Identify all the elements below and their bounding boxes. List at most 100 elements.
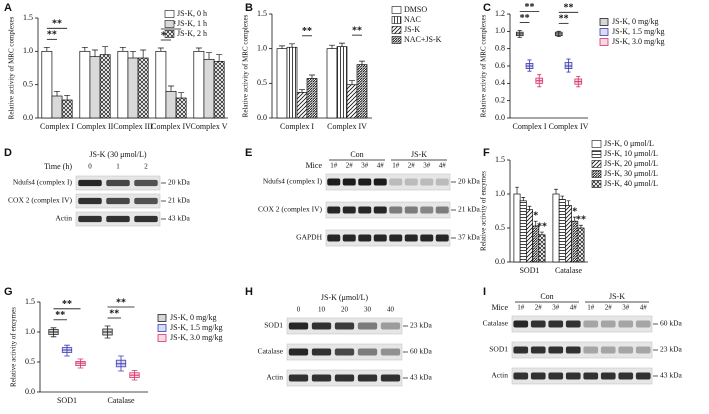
x-tick-label: Complex I [280, 122, 314, 131]
y-tick-label: 0.5 [23, 79, 33, 88]
error-bar [157, 47, 164, 52]
size-label: 43 kDa [410, 373, 433, 382]
significance: ** [116, 297, 126, 308]
error-bar [43, 46, 50, 52]
x-tick-label: Complex II [77, 122, 114, 131]
legend-hatch [592, 170, 601, 178]
protein-label: SOD1 [489, 345, 508, 354]
panel-label: E [245, 147, 252, 159]
significance: ** [352, 25, 362, 36]
lane-label: 2# [605, 304, 613, 312]
band [513, 346, 529, 354]
group-label: JS-K [411, 150, 427, 159]
band [380, 322, 401, 330]
x-tick-label: Complex V [191, 122, 228, 131]
band [334, 348, 355, 356]
panel-label: F [483, 147, 490, 159]
bar [155, 50, 167, 119]
legend-label: JS-K, 0 μmol/L [604, 139, 654, 148]
blot-panel: E Con JS-K Mice 1# 2# 3# 4# 1# 2# 3# 4# Ndufs4 (comp… [245, 147, 481, 247]
band [530, 346, 546, 354]
bar [117, 50, 129, 119]
legend-label: JS-K, 3.0 mg/kg [170, 333, 222, 342]
significance: ** [47, 30, 57, 41]
legend-label: JS-K, 30 μmol/L [604, 169, 658, 178]
bar-hatch [176, 98, 187, 118]
bar [326, 48, 338, 119]
error-bar [205, 52, 213, 60]
bar-hatch [538, 234, 546, 262]
error-bar [579, 224, 583, 228]
band [327, 206, 341, 214]
legend-label: DMSO [404, 5, 427, 14]
bar-hatch [577, 228, 585, 262]
band [327, 178, 341, 186]
error-bar [359, 60, 365, 65]
band [334, 374, 355, 382]
error-bar [572, 216, 577, 222]
panel-label: B [245, 2, 253, 14]
legend-label: JS-K, 0 mg/kg [612, 17, 658, 26]
band [635, 320, 651, 328]
legend-label: JS-K, 1.5 mg/kg [612, 27, 664, 36]
legend-label: JS-K, 3.0 mg/kg [612, 37, 664, 46]
error-bar [53, 90, 61, 96]
legend-swatch [157, 314, 167, 322]
bar-hatch [565, 205, 572, 262]
bar [513, 193, 521, 263]
band [530, 372, 546, 380]
error-bar [81, 46, 88, 52]
panel-label: C [483, 2, 491, 14]
y-axis-label: Relative activity of MRC complexes [242, 14, 250, 117]
band [311, 322, 332, 330]
band [342, 234, 356, 242]
band [373, 234, 387, 242]
lane-label: 1# [587, 304, 595, 312]
error-bar [521, 197, 526, 201]
y-tick-label: 0.5 [257, 78, 267, 87]
protein-label: Actin [491, 371, 508, 380]
band [380, 374, 401, 382]
band [380, 348, 401, 356]
band [583, 372, 599, 380]
bar [193, 50, 205, 119]
y-tick-label: 0.2 [495, 95, 505, 104]
size-label: 43 kDa [168, 214, 191, 223]
error-bar [560, 195, 565, 200]
band [358, 178, 372, 186]
band [513, 372, 529, 380]
x-tick-label: Complex IV [549, 122, 589, 131]
blot-title: JS-K (μmol/L) [321, 293, 369, 302]
bar-hatch [138, 58, 149, 118]
band [311, 374, 332, 382]
bar [127, 57, 139, 119]
band [357, 348, 378, 356]
band [404, 206, 418, 214]
error-bar [129, 50, 137, 58]
error-bar [533, 220, 538, 226]
band [357, 322, 378, 330]
error-bar [279, 45, 285, 49]
blot-strip [325, 201, 451, 219]
band [342, 206, 356, 214]
legend-label: JS-K, 1 h [177, 19, 207, 28]
band [618, 346, 634, 354]
lane-title: Time (h) [44, 162, 72, 171]
y-tick-label: 0.8 [495, 43, 505, 52]
error-bar [515, 186, 519, 194]
band [420, 178, 434, 186]
lane-label: 0 [88, 163, 92, 171]
legend-label: JS-K [404, 25, 420, 34]
y-tick-label: 1.0 [23, 46, 33, 55]
chart-panel: A 0.0 0.5 1.0 1.5 Relative activity of MRC co… [4, 2, 228, 131]
band [600, 372, 616, 380]
chart-panel: C 0.0 0.2 0.4 0.6 0.8 1.0 1.2 Relative activity … [480, 2, 665, 131]
size-label: 20 kDa [458, 177, 481, 186]
blot-title: JS-K (30 μmol/L) [89, 150, 147, 159]
error-bar [102, 46, 109, 55]
panel-label: I [483, 286, 486, 298]
y-tick-label: 1.0 [25, 327, 35, 336]
error-bar [540, 231, 544, 235]
blot-strip [325, 173, 451, 191]
lane-label: 1# [330, 162, 338, 170]
